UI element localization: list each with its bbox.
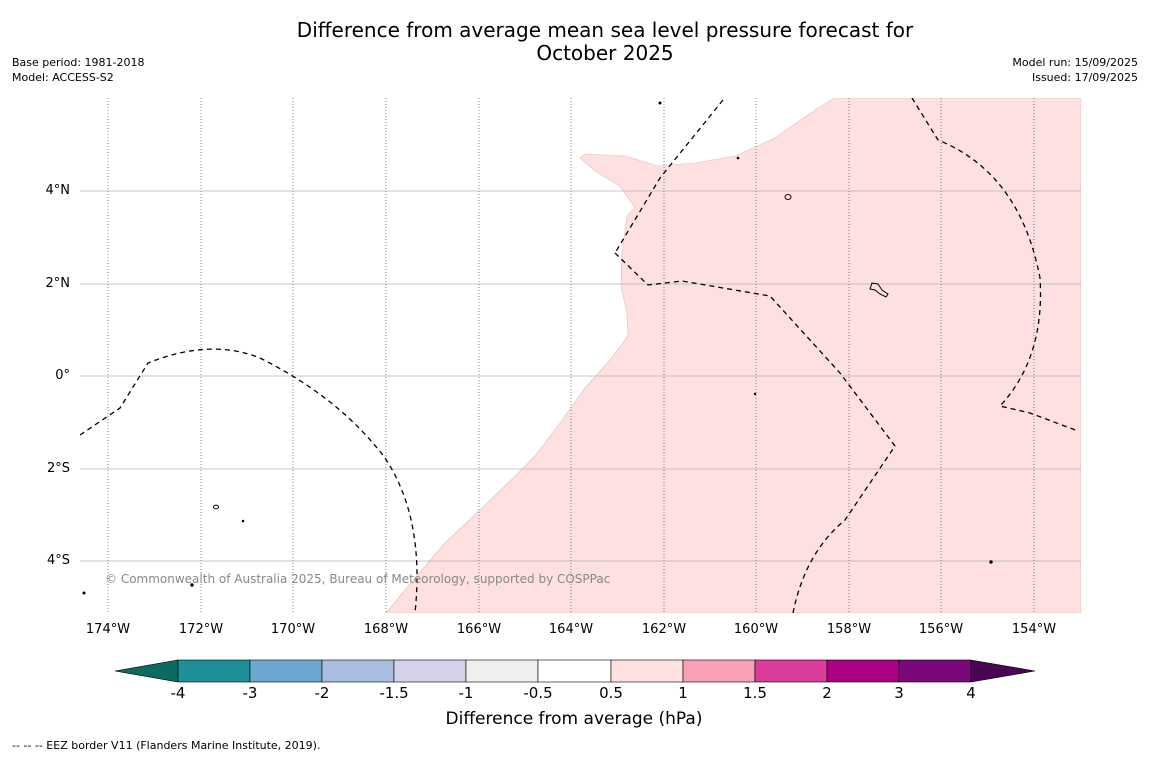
island-dot (658, 101, 662, 105)
copyright-text: © Commonwealth of Australia 2025, Bureau… (105, 572, 611, 586)
island-dot (241, 519, 245, 523)
lon-label-164w: 164°W (548, 622, 594, 637)
lon-label-174w: 174°W (85, 622, 131, 637)
colorbar-tick: -1 (458, 684, 474, 702)
colorbar-swatch (610, 659, 684, 683)
islands (82, 101, 993, 595)
colorbar-swatch (754, 659, 828, 683)
colorbar-swatch (537, 659, 612, 683)
positive-anomaly-region (385, 98, 1081, 613)
eez-borders (80, 98, 1079, 613)
colorbar-tick: 2 (822, 684, 832, 702)
map-title-line1: Difference from average mean sea level p… (296, 18, 914, 42)
latitude-gridlines (80, 190, 1081, 562)
lat-label-equator: 0° (55, 368, 70, 383)
colorbar-swatch (826, 659, 900, 683)
colorbar-swatch-above-max (970, 659, 1036, 683)
colorbar-tick: -0.5 (523, 684, 553, 702)
map-title-line2: October 2025 (536, 41, 674, 65)
colorbar-swatch (898, 659, 972, 683)
colorbar-tick: -2 (314, 684, 330, 702)
colorbar-label: Difference from average (hPa) (445, 709, 703, 729)
colorbar-swatch (249, 659, 323, 683)
colorbar-swatch (177, 659, 251, 683)
map-title: Difference from average mean sea level p… (230, 19, 980, 65)
meta-info-right: Model run: 15/09/2025 Issued: 17/09/2025 (1012, 55, 1138, 85)
lon-label-154w: 154°W (1011, 622, 1057, 637)
model-run-text: Model run: 15/09/2025 (1012, 56, 1138, 69)
lon-label-170w: 170°W (270, 622, 316, 637)
colorbar-swatch (682, 659, 756, 683)
colorbar-tick: 1 (678, 684, 688, 702)
eez-border-east (911, 98, 1079, 432)
colorbar (114, 658, 1036, 684)
lon-label-156w: 156°W (918, 622, 964, 637)
lat-label-2n: 2°N (45, 276, 71, 291)
issued-text: Issued: 17/09/2025 (1031, 71, 1138, 84)
map-canvas (80, 98, 1081, 613)
colorbar-tick: 3 (894, 684, 904, 702)
colorbar-tick: -3 (242, 684, 258, 702)
colorbar-swatch-below-min (114, 659, 179, 683)
island-outline (784, 194, 792, 200)
lat-label-2s: 2°S (46, 461, 70, 476)
island-dot (753, 392, 757, 396)
eez-border-middle (614, 252, 896, 613)
colorbar-tick: 0.5 (599, 684, 623, 702)
colorbar-swatch (393, 659, 467, 683)
colorbar-tick: -1.5 (379, 684, 409, 702)
lon-label-166w: 166°W (456, 622, 502, 637)
lon-label-158w: 158°W (826, 622, 872, 637)
model-text: Model: ACCESS-S2 (12, 71, 114, 84)
longitude-gridlines (107, 98, 1035, 613)
lon-label-168w: 168°W (363, 622, 409, 637)
lon-label-172w: 172°W (178, 622, 224, 637)
eez-legend-footnote: -- -- -- EEZ border V11 (Flanders Marine… (12, 739, 321, 752)
colorbar-swatch (465, 659, 539, 683)
island-dot (82, 591, 86, 595)
island-outline (213, 504, 219, 510)
colorbar-tick: 1.5 (743, 684, 767, 702)
colorbar-swatch (321, 659, 395, 683)
map-area[interactable] (80, 98, 1081, 613)
colorbar-tick: 4 (966, 684, 976, 702)
island-dot (989, 560, 993, 564)
meta-info-left: Base period: 1981-2018 Model: ACCESS-S2 (12, 55, 144, 85)
lat-label-4s: 4°S (46, 553, 70, 568)
island-dot (190, 583, 194, 587)
lon-label-160w: 160°W (733, 622, 779, 637)
eez-border-north-diagonal (614, 99, 724, 254)
colorbar-graphic (114, 659, 1036, 683)
colorbar-tick: -4 (170, 684, 186, 702)
island-dot (736, 156, 740, 160)
eez-border-west (80, 348, 418, 613)
atoll-outline (869, 282, 889, 298)
base-period-text: Base period: 1981-2018 (12, 56, 145, 69)
lat-label-4n: 4°N (45, 183, 71, 198)
lon-label-162w: 162°W (641, 622, 687, 637)
